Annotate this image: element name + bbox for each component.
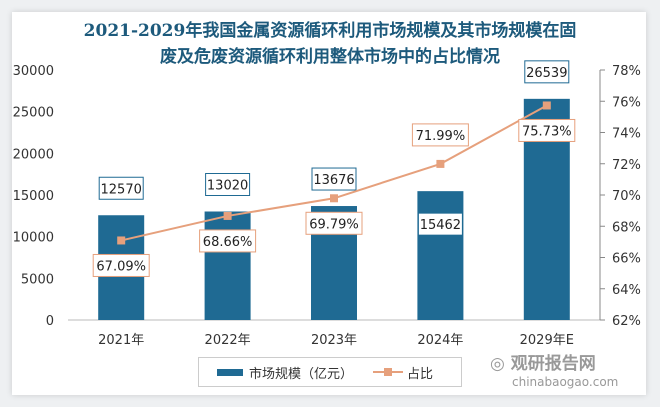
legend: 市场规模（亿元） 占比 (198, 357, 462, 387)
x-tick-label: 2021年 (98, 333, 144, 348)
line-label-box (411, 123, 469, 147)
bar-label-box (98, 176, 144, 200)
left-tick-label: 25000 (13, 106, 54, 121)
legend-bar-label: 市场规模（亿元） (249, 366, 354, 382)
title-line-1: 2021-2029年我国金属资源循环利用市场规模及其市场规模在固 (83, 21, 577, 41)
right-tick-label: 64% (612, 283, 641, 298)
bar-value-label: 12570 (101, 182, 142, 197)
chart-title: 2021-2029年我国金属资源循环利用市场规模及其市场规模在固 废及危废资源循… (0, 18, 660, 70)
bar-label-box (311, 167, 357, 191)
bar-label-box (524, 60, 570, 84)
bar-value-label: 26539 (526, 66, 567, 81)
left-tick-label: 15000 (13, 189, 54, 204)
line-value-label: 67.09% (96, 259, 146, 274)
x-tick-label: 2023年 (311, 333, 357, 348)
line-label-box (92, 253, 150, 277)
legend-line-label: 占比 (407, 366, 434, 382)
watermark-url: chinabaogao.com (512, 375, 619, 389)
line-value-label: 68.66% (203, 235, 253, 250)
line-marker (330, 194, 338, 203)
line-marker (223, 211, 232, 220)
right-tick-label: 74% (612, 127, 641, 142)
right-tick-label: 66% (612, 252, 641, 267)
x-tick-label: 2029年E (520, 333, 574, 348)
bar (204, 211, 251, 320)
title-line-2: 废及危废资源循环利用整体市场中的占比情况 (160, 47, 500, 67)
legend-line-swatch (373, 368, 404, 376)
bar-label-box (205, 173, 251, 196)
watermark-logo: ◎ 观研报告网 (490, 354, 596, 374)
bar-label-box (417, 212, 463, 236)
bar-value-label: 13020 (207, 179, 248, 194)
line-label-box (518, 118, 576, 142)
line-marker (542, 101, 551, 110)
right-tick-label: 70% (612, 189, 641, 204)
left-tick-label: 30000 (13, 64, 54, 79)
right-tick-label: 68% (612, 220, 641, 235)
left-tick-label: 5000 (21, 272, 54, 287)
watermark-name: 观研报告网 (510, 354, 596, 374)
left-tick-label: 0 (46, 314, 54, 329)
left-tick-label: 20000 (13, 147, 54, 162)
left-tick-label: 10000 (13, 231, 54, 246)
right-tick-label: 72% (612, 158, 641, 173)
legend-bar-swatch (217, 368, 243, 376)
x-tick-label: 2022年 (205, 333, 251, 348)
bar-value-label: 15462 (420, 218, 461, 233)
right-tick-label: 62% (612, 314, 641, 329)
right-tick-label: 76% (612, 95, 641, 110)
right-tick-label: 78% (612, 64, 641, 79)
line-marker (117, 236, 126, 245)
line-value-label: 69.79% (309, 217, 359, 232)
line-marker (436, 159, 445, 168)
bar (417, 191, 464, 320)
x-tick-label: 2024年 (417, 333, 463, 348)
line-label-box (199, 229, 257, 253)
line-value-label: 75.73% (522, 124, 572, 139)
watermark-logo-icon: ◎ (490, 354, 511, 374)
bar-value-label: 13676 (313, 173, 354, 188)
line-label-box (305, 211, 363, 235)
line-value-label: 71.99% (416, 129, 466, 144)
